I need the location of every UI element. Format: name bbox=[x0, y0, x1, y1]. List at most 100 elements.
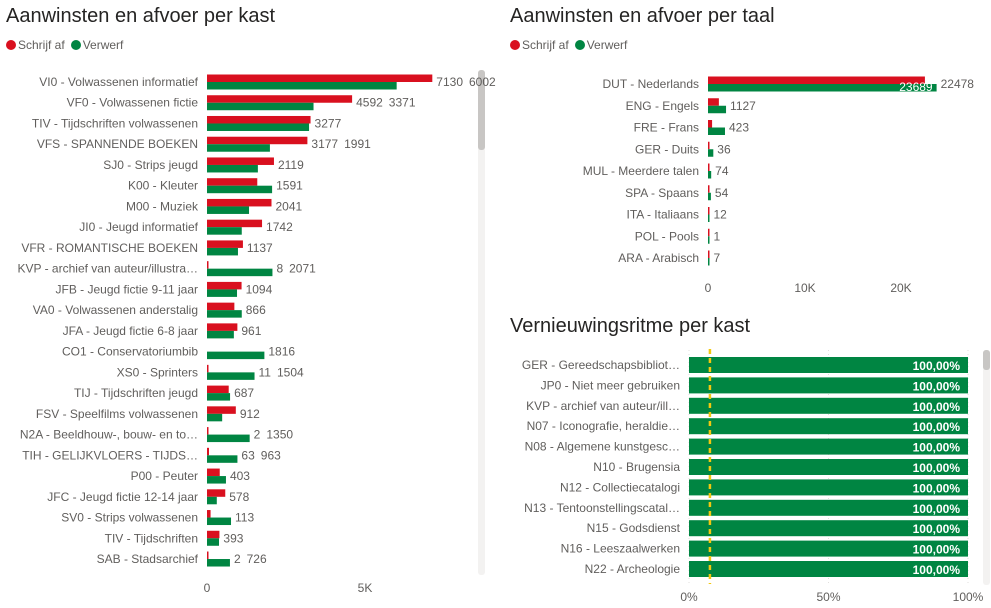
bar-verwerf bbox=[708, 236, 710, 244]
bar-schrijf-af bbox=[207, 530, 220, 539]
data-label: 100,00% bbox=[913, 502, 961, 516]
x-tick-label: 5K bbox=[358, 581, 373, 595]
data-label: 7 bbox=[714, 251, 721, 265]
category-label: TIJ - Tijdschriften jeugd bbox=[74, 386, 198, 400]
bar-schrijf-af bbox=[708, 98, 719, 106]
bar-vernieuwing bbox=[689, 377, 968, 394]
bar-verwerf bbox=[207, 538, 220, 546]
bar-verwerf bbox=[207, 434, 250, 443]
data-label: 2 bbox=[254, 428, 261, 442]
x-tick-label: 0 bbox=[705, 281, 712, 295]
bar-verwerf bbox=[207, 227, 242, 235]
data-label: 961 bbox=[241, 324, 261, 338]
bar-schrijf-af bbox=[207, 240, 243, 248]
bar-schrijf-af bbox=[708, 163, 710, 171]
data-label: 4592 bbox=[356, 96, 383, 110]
category-label: N16 - Leeszaalwerken bbox=[561, 542, 680, 556]
bar-verwerf bbox=[207, 496, 217, 505]
category-label: VFR - ROMANTISCHE BOEKEN bbox=[21, 241, 198, 255]
data-label: 1137 bbox=[247, 241, 273, 255]
data-label: 393 bbox=[223, 531, 243, 545]
bar-vernieuwing bbox=[689, 459, 968, 475]
bar-verwerf bbox=[207, 247, 238, 256]
bar-verwerf bbox=[207, 206, 250, 214]
data-label: 1591 bbox=[276, 179, 303, 193]
category-label: KVP - archief van auteur/ill… bbox=[526, 399, 680, 413]
bar-schrijf-af bbox=[207, 95, 353, 103]
category-label: N13 - Tentoonstellingscatal… bbox=[524, 501, 680, 515]
bar-schrijf-af bbox=[207, 261, 209, 269]
bar-verwerf bbox=[207, 351, 265, 360]
data-label: 2041 bbox=[275, 199, 302, 213]
data-label: 100,00% bbox=[913, 441, 961, 455]
bar-vernieuwing bbox=[689, 561, 968, 577]
scrollbar-vernieuwing[interactable] bbox=[983, 350, 990, 585]
category-label: ITA - Italiaans bbox=[627, 208, 699, 222]
x-tick-label: 100% bbox=[953, 590, 984, 604]
legend-item-verwerf[interactable]: Verwerf bbox=[574, 38, 627, 52]
data-label: 63 bbox=[241, 448, 255, 462]
bar-verwerf bbox=[207, 123, 310, 131]
bar-schrijf-af bbox=[207, 385, 229, 394]
category-label: JFB - Jeugd fictie 9-11 jaar bbox=[55, 282, 198, 296]
data-label: 1504 bbox=[277, 365, 304, 379]
data-label: 8 bbox=[276, 262, 283, 276]
data-label: 54 bbox=[715, 186, 729, 200]
category-label: TIV - Tijdschriften volwassenen bbox=[32, 116, 198, 130]
data-label: 36 bbox=[717, 142, 731, 156]
bar-schrijf-af bbox=[207, 323, 238, 331]
data-label: 578 bbox=[229, 490, 249, 504]
bar-verwerf bbox=[207, 455, 238, 463]
bar-verwerf bbox=[708, 149, 714, 157]
category-label: M00 - Muziek bbox=[126, 199, 199, 213]
scrollbar-kast[interactable] bbox=[478, 70, 485, 575]
bar-verwerf bbox=[207, 393, 231, 401]
bar-verwerf bbox=[207, 310, 242, 318]
legend-kast: Schrijf af Verwerf bbox=[6, 38, 125, 52]
legend-item-verwerf[interactable]: Verwerf bbox=[70, 38, 124, 52]
data-label: 726 bbox=[247, 552, 267, 566]
data-label: 963 bbox=[261, 448, 281, 462]
bar-schrijf-af bbox=[207, 74, 433, 82]
data-label: 1094 bbox=[246, 282, 273, 296]
x-tick-label: 0 bbox=[204, 581, 211, 595]
category-label: KVP - archief van auteur/illustra… bbox=[17, 262, 198, 276]
category-label: TIH - GELIJKVLOERS - TIJDS… bbox=[22, 448, 198, 462]
category-label: VF0 - Volwassenen fictie bbox=[67, 96, 199, 110]
category-label: XS0 - Sprinters bbox=[117, 365, 198, 379]
bar-vernieuwing bbox=[689, 397, 968, 414]
scrollbar-thumb-kast[interactable] bbox=[478, 70, 485, 150]
x-tick-label: 50% bbox=[816, 590, 840, 604]
bar-schrijf-af bbox=[207, 551, 209, 560]
bar-schrijf-af bbox=[708, 120, 713, 128]
category-label: CO1 - Conservatoriumbib bbox=[62, 345, 198, 359]
legend-dot-icon bbox=[6, 40, 16, 50]
data-label: 100,00% bbox=[913, 481, 961, 495]
scrollbar-thumb-vernieuwing[interactable] bbox=[983, 350, 990, 370]
legend-label: Verwerf bbox=[82, 38, 124, 52]
bar-schrijf-af bbox=[207, 364, 209, 373]
legend-item-schrijf-af[interactable]: Schrijf af bbox=[510, 38, 569, 52]
bar-schrijf-af bbox=[207, 157, 274, 165]
bar-verwerf bbox=[207, 413, 223, 422]
bar-verwerf bbox=[207, 164, 258, 173]
data-label: 23689 bbox=[899, 80, 933, 94]
legend-item-schrijf-af[interactable]: Schrijf af bbox=[6, 38, 65, 52]
x-tick-label: 20K bbox=[890, 281, 911, 295]
category-label: TIV - Tijdschriften bbox=[105, 531, 198, 545]
category-label: SPA - Spaans bbox=[625, 186, 699, 200]
bar-verwerf bbox=[207, 102, 314, 111]
bar-verwerf bbox=[207, 144, 270, 152]
bar-vernieuwing bbox=[689, 520, 968, 537]
data-label: 1816 bbox=[268, 345, 295, 359]
category-label: DUT - Nederlands bbox=[603, 77, 699, 91]
category-label: JFA - Jeugd fictie 6-8 jaar bbox=[63, 324, 198, 338]
data-label: 100,00% bbox=[913, 379, 961, 393]
category-label: SAB - Stadsarchief bbox=[97, 552, 199, 566]
legend-taal: Schrijf af Verwerf bbox=[510, 38, 629, 52]
data-label: 912 bbox=[240, 407, 260, 421]
data-label: 2 bbox=[234, 552, 241, 566]
bar-schrijf-af bbox=[207, 302, 235, 311]
category-label: JI0 - Jeugd informatief bbox=[79, 220, 198, 234]
